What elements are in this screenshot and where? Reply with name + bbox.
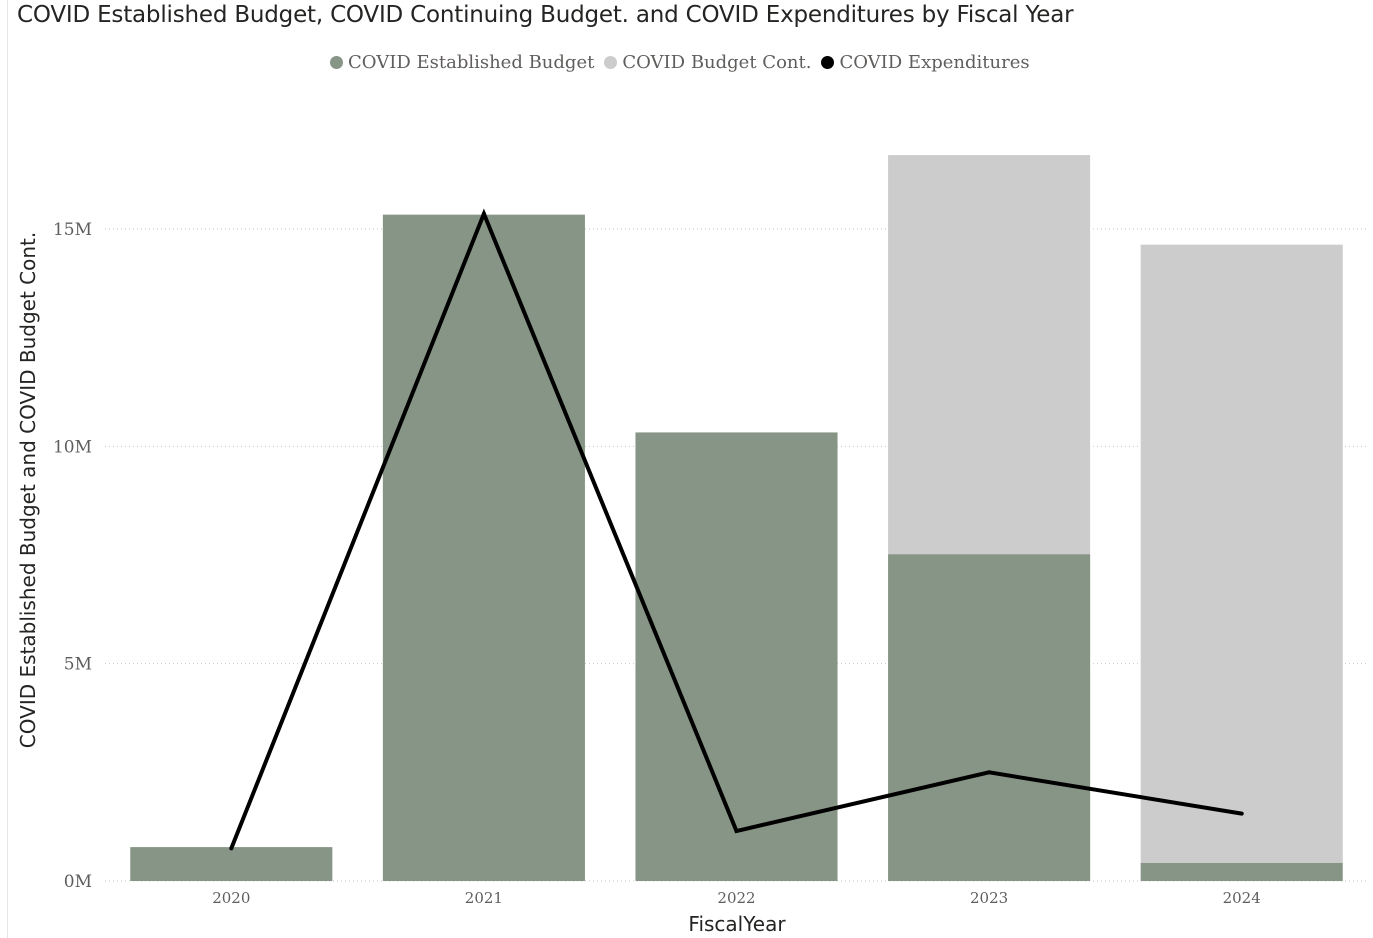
- y-tick-label: 15M: [53, 220, 92, 240]
- bar-established-2022[interactable]: [635, 432, 838, 881]
- panel-border: [7, 0, 8, 938]
- legend-marker-budget-cont: [604, 55, 618, 69]
- bar-budget-cont-2024[interactable]: [1140, 244, 1343, 863]
- x-tick-label-2020: 2020: [212, 889, 250, 907]
- expenditures-point-2023[interactable]: [987, 770, 992, 775]
- expenditures-point-2021[interactable]: [481, 211, 486, 216]
- legend-label-budget-cont: COVID Budget Cont.: [622, 51, 812, 73]
- y-tick-label: 0M: [64, 872, 92, 892]
- bar-established-2024[interactable]: [1140, 862, 1343, 881]
- legend-item-budget-cont[interactable]: COVID Budget Cont.: [604, 52, 811, 73]
- bar-established-2023[interactable]: [888, 554, 1091, 881]
- legend-marker-expenditures: [821, 55, 835, 69]
- legend-label-expenditures: COVID Expenditures: [839, 51, 1030, 73]
- x-tick-label-2023: 2023: [970, 889, 1008, 907]
- bar-established-2020[interactable]: [130, 847, 333, 881]
- x-axis-ticks: 2020 2021 2022 2023 2024: [212, 889, 1261, 907]
- bar-established-2021[interactable]: [382, 214, 585, 881]
- y-axis-ticks: 0M 5M 10M 15M: [53, 220, 92, 892]
- chart-title: COVID Established Budget, COVID Continui…: [17, 2, 1074, 28]
- legend-label-established: COVID Established Budget: [348, 51, 595, 73]
- legend-item-expenditures[interactable]: COVID Expenditures: [821, 51, 1030, 73]
- y-axis-title: COVID Established Budget and COVID Budge…: [16, 232, 40, 748]
- y-tick-label: 5M: [64, 655, 92, 675]
- x-axis-title: FiscalYear: [688, 912, 786, 936]
- chart-legend: COVID Established Budget COVID Budget Co…: [330, 48, 1040, 76]
- expenditures-point-2020[interactable]: [229, 846, 234, 851]
- expenditures-line-group: [229, 208, 1244, 851]
- expenditures-point-2022[interactable]: [734, 829, 739, 834]
- legend-marker-established: [330, 55, 343, 69]
- legend-item-established[interactable]: COVID Established Budget: [330, 52, 594, 73]
- x-tick-label-2024: 2024: [1223, 889, 1261, 907]
- bars: [130, 155, 1343, 881]
- x-tick-label-2021: 2021: [465, 889, 503, 907]
- expenditures-point-2024[interactable]: [1239, 811, 1244, 816]
- y-tick-label: 10M: [53, 437, 92, 457]
- bar-budget-cont-2023[interactable]: [888, 155, 1091, 555]
- x-tick-label-2022: 2022: [717, 889, 755, 907]
